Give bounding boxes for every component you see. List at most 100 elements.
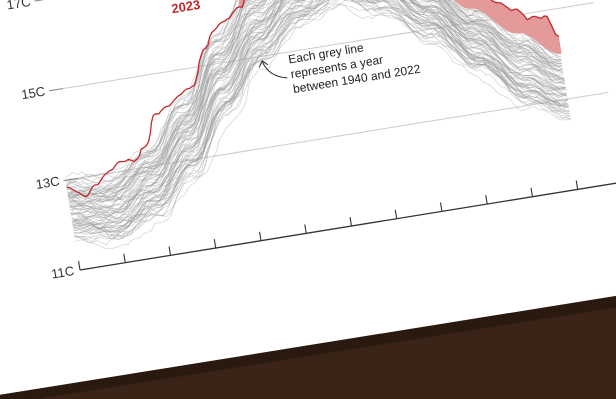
x-tick-mark	[530, 187, 533, 197]
series-line-2023	[66, 0, 560, 198]
label-2023: 2023	[170, 0, 201, 16]
grey-year-line	[68, 0, 565, 198]
grey-year-line	[67, 0, 563, 196]
x-tick-mark	[304, 224, 307, 234]
grey-year-line	[68, 0, 565, 209]
grey-year-line	[71, 0, 569, 228]
grey-year-line	[73, 0, 569, 234]
grey-year-line	[69, 0, 566, 211]
grey-year-line	[71, 0, 568, 224]
y-tick-mark	[34, 0, 49, 2]
grey-year-line	[67, 0, 564, 197]
grey-year-line	[72, 0, 568, 226]
grey-year-line	[65, 0, 561, 182]
grey-year-line	[69, 0, 565, 215]
grey-year-line	[71, 0, 567, 225]
grey-year-line	[67, 0, 563, 197]
grey-year-line	[73, 3, 571, 234]
grey-year-line	[68, 0, 566, 205]
grey-year-line	[67, 0, 563, 197]
grey-year-line	[67, 0, 562, 200]
x-axis: 11C 13C 15C 17C	[6, 0, 616, 282]
gridline-13c	[65, 91, 609, 181]
grey-year-line	[66, 0, 564, 193]
grey-year-line	[72, 0, 569, 229]
y-tick-label: 15C	[20, 84, 46, 103]
series-2023	[66, 0, 560, 198]
grey-year-line	[72, 0, 568, 229]
grey-year-line	[67, 0, 563, 201]
grey-year-line	[67, 0, 564, 207]
grey-year-line	[72, 0, 568, 224]
grey-year-line	[73, 0, 571, 240]
grey-year-line	[67, 0, 565, 200]
grey-year-line	[64, 0, 561, 178]
grey-year-line	[70, 0, 567, 219]
y-tick-mark	[63, 177, 78, 182]
grey-year-line	[68, 0, 565, 211]
grey-year-line	[74, 0, 571, 236]
grey-year-line	[66, 0, 562, 186]
grey-year-line	[65, 0, 561, 191]
y-tick-label: 17C	[6, 0, 32, 12]
grey-year-line	[73, 0, 569, 234]
grey-year-line	[70, 0, 566, 216]
x-tick-mark	[485, 195, 488, 205]
grey-year-line	[74, 3, 571, 243]
grey-year-line	[69, 0, 565, 213]
x-tick-mark	[123, 253, 126, 263]
y-tick-mark	[48, 88, 63, 92]
grey-year-line	[75, 0, 572, 250]
grey-year-line	[65, 0, 560, 183]
grey-year-line	[71, 0, 568, 226]
grey-year-line	[68, 0, 563, 202]
grey-year-line	[73, 0, 569, 232]
grey-year-line	[67, 0, 562, 198]
grey-year-line	[73, 0, 569, 240]
grey-year-line	[68, 0, 565, 204]
grey-year-line	[70, 0, 567, 218]
grey-year-line	[68, 0, 563, 204]
grey-year-line	[72, 0, 567, 231]
grey-year-line	[72, 0, 568, 232]
x-tick-mark	[349, 217, 353, 227]
grey-year-lines	[64, 0, 572, 250]
grey-year-line	[66, 0, 562, 192]
grey-year-line	[74, 0, 571, 246]
grey-year-line	[72, 0, 570, 234]
grey-year-line	[66, 0, 563, 195]
grey-year-line	[69, 0, 566, 209]
grey-year-line	[66, 0, 562, 197]
grey-year-line	[72, 0, 566, 228]
grey-year-line	[70, 0, 566, 218]
grey-year-line	[69, 0, 565, 208]
grey-year-line	[66, 0, 562, 193]
grey-year-line	[73, 0, 569, 230]
note-arrow	[261, 61, 288, 79]
grey-year-line	[72, 0, 568, 226]
grey-year-line	[72, 0, 567, 226]
x-tick-mark	[575, 180, 579, 190]
grey-year-line	[68, 0, 564, 203]
grey-year-line	[69, 0, 565, 211]
grey-year-line	[70, 0, 566, 218]
x-tick-mark	[258, 231, 262, 241]
x-tick-mark	[394, 209, 398, 219]
grey-year-line	[70, 0, 567, 216]
grey-year-line	[67, 0, 562, 196]
grey-year-line	[72, 0, 569, 234]
grey-year-line	[67, 0, 563, 196]
grey-year-line	[69, 0, 566, 209]
grey-year-line	[72, 0, 567, 224]
x-tick-mark	[213, 239, 217, 249]
grey-year-line	[72, 0, 569, 235]
grey-year-line	[70, 0, 566, 214]
grey-year-line	[71, 0, 570, 222]
grey-year-line	[74, 0, 570, 241]
y-tick-label: 11C	[50, 263, 75, 281]
grey-year-line	[70, 0, 567, 216]
grey-year-line	[67, 0, 562, 199]
x-tick-mark	[168, 246, 172, 256]
